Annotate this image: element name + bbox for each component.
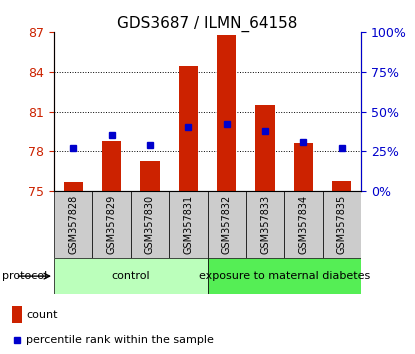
Bar — [208, 191, 246, 258]
Text: GSM357832: GSM357832 — [222, 195, 232, 255]
Bar — [179, 66, 198, 191]
Bar — [323, 191, 361, 258]
Text: GSM357829: GSM357829 — [107, 195, 117, 255]
Bar — [256, 105, 275, 191]
Bar — [169, 191, 208, 258]
Text: count: count — [26, 310, 58, 320]
Text: percentile rank within the sample: percentile rank within the sample — [26, 335, 214, 344]
Bar — [208, 258, 361, 294]
Text: GSM357830: GSM357830 — [145, 195, 155, 255]
Text: GSM357828: GSM357828 — [68, 195, 78, 255]
Bar — [332, 181, 352, 191]
Text: protocol: protocol — [2, 271, 47, 281]
Bar — [63, 182, 83, 191]
Text: control: control — [111, 271, 150, 281]
Bar — [12, 306, 22, 323]
Bar — [131, 191, 169, 258]
Bar — [284, 191, 323, 258]
Bar — [93, 191, 131, 258]
Text: GSM357834: GSM357834 — [298, 195, 308, 255]
Bar — [54, 191, 92, 258]
Text: GSM357831: GSM357831 — [183, 195, 193, 255]
Bar — [246, 191, 284, 258]
Text: exposure to maternal diabetes: exposure to maternal diabetes — [199, 271, 370, 281]
Title: GDS3687 / ILMN_64158: GDS3687 / ILMN_64158 — [117, 16, 298, 32]
Bar — [217, 34, 236, 191]
Bar — [140, 161, 159, 191]
Bar — [102, 141, 121, 191]
Bar — [294, 143, 313, 191]
Bar — [54, 258, 208, 294]
Text: GSM357835: GSM357835 — [337, 195, 347, 255]
Text: GSM357833: GSM357833 — [260, 195, 270, 255]
